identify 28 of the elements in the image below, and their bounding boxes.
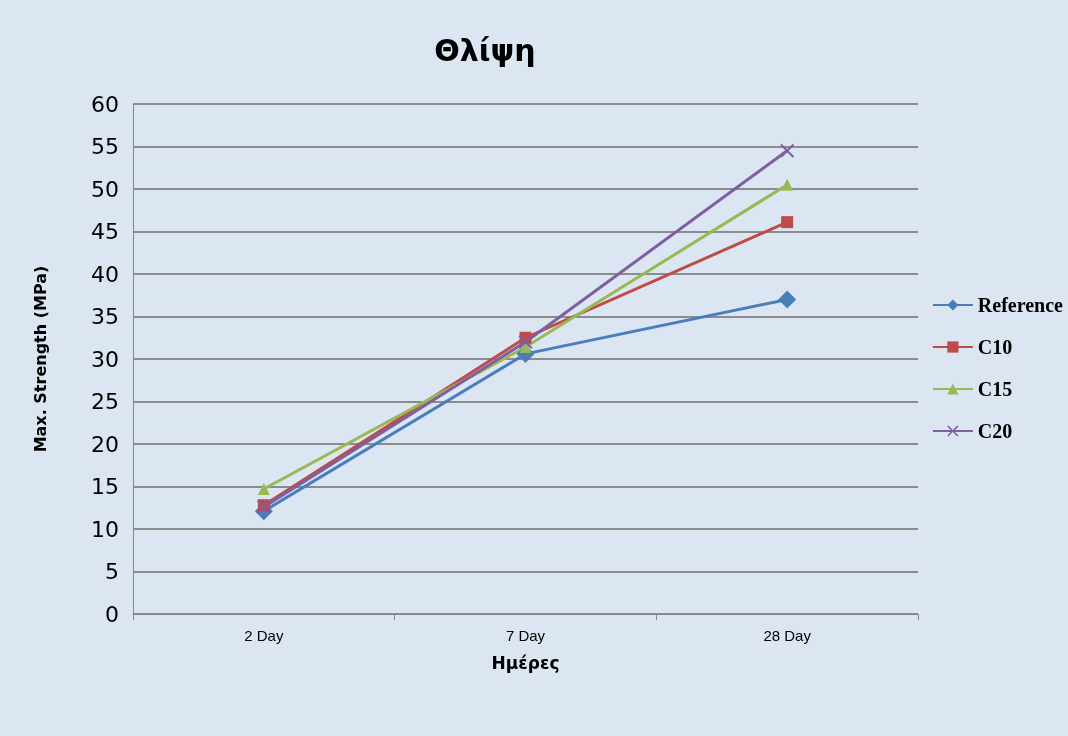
y-tick-label: 60 xyxy=(91,91,119,117)
y-tick-label: 50 xyxy=(91,176,119,202)
point xyxy=(780,143,795,158)
y-tick-label: 0 xyxy=(105,601,119,627)
y-tick-label: 40 xyxy=(91,261,119,287)
x-tick-label: 7 Day xyxy=(505,627,546,644)
y-tick-label: 25 xyxy=(91,389,119,414)
y-tick-label: 20 xyxy=(91,431,119,457)
y-tick-label: 30 xyxy=(91,346,119,372)
legend-label: Reference xyxy=(977,294,1064,316)
y-tick-label: 15 xyxy=(91,474,119,499)
chart-title: Θλίψη xyxy=(434,32,536,68)
y-tick-label: 10 xyxy=(91,516,119,542)
y-tick-label: 55 xyxy=(91,134,119,159)
x-tick-label: 28 Day xyxy=(763,627,812,644)
y-tick-label: 5 xyxy=(105,559,119,584)
y-tick-label: 45 xyxy=(91,219,119,244)
legend-label: C20 xyxy=(977,420,1013,442)
point xyxy=(257,483,270,496)
point xyxy=(778,290,797,309)
legend-label: C10 xyxy=(977,336,1013,358)
y-tick-label: 35 xyxy=(91,304,119,329)
legend-label: C15 xyxy=(977,378,1013,400)
point xyxy=(781,178,794,191)
y-axis-title: Max. Strength (MPa) xyxy=(30,265,50,453)
x-axis-title: Ημέρες xyxy=(491,652,560,673)
x-tick-label: 2 Day xyxy=(244,627,284,644)
point xyxy=(781,216,794,229)
